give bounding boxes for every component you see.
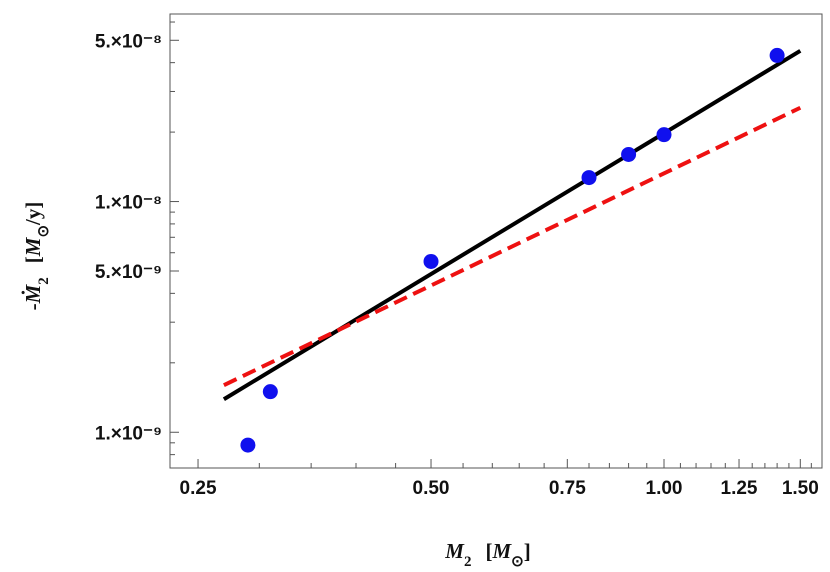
tick-labels: 0.25 0.50 0.75 1.00 1.25 1.50 1.×10⁻⁹ 5.×10⁻⁹ 1.… [95, 31, 819, 499]
fit-lines [222, 49, 802, 401]
data-point [240, 437, 256, 453]
x-tick-label: 1.00 [646, 478, 683, 499]
x-axis-label: M2 [M⊙] [444, 539, 530, 570]
data-point [262, 384, 278, 400]
x-tick-label: 0.75 [549, 478, 586, 499]
x-tick-label: 0.25 [180, 478, 217, 499]
y-axis-label: -Ṁ2[M⊙/y] [21, 202, 52, 311]
x-tick-label: 1.50 [782, 478, 819, 499]
y-tick-label: 1.×10⁻⁸ [95, 193, 162, 214]
data-point [423, 253, 439, 269]
dashed-red-line [223, 105, 802, 387]
solid-black-line [222, 49, 802, 401]
y-tick-label: 5.×10⁻⁹ [95, 262, 162, 283]
plot-frame [169, 13, 823, 469]
x-tick-label: 1.25 [721, 478, 758, 499]
y-tick-label: 5.×10⁻⁸ [95, 31, 162, 52]
data-point [621, 146, 637, 162]
data-point [656, 127, 672, 143]
x-tick-label: 0.50 [413, 478, 450, 499]
data-point [581, 170, 597, 186]
y-tick-label: 1.×10⁻⁹ [95, 423, 162, 444]
data-point [769, 47, 785, 63]
data-points [240, 47, 785, 453]
ticks [170, 21, 812, 469]
